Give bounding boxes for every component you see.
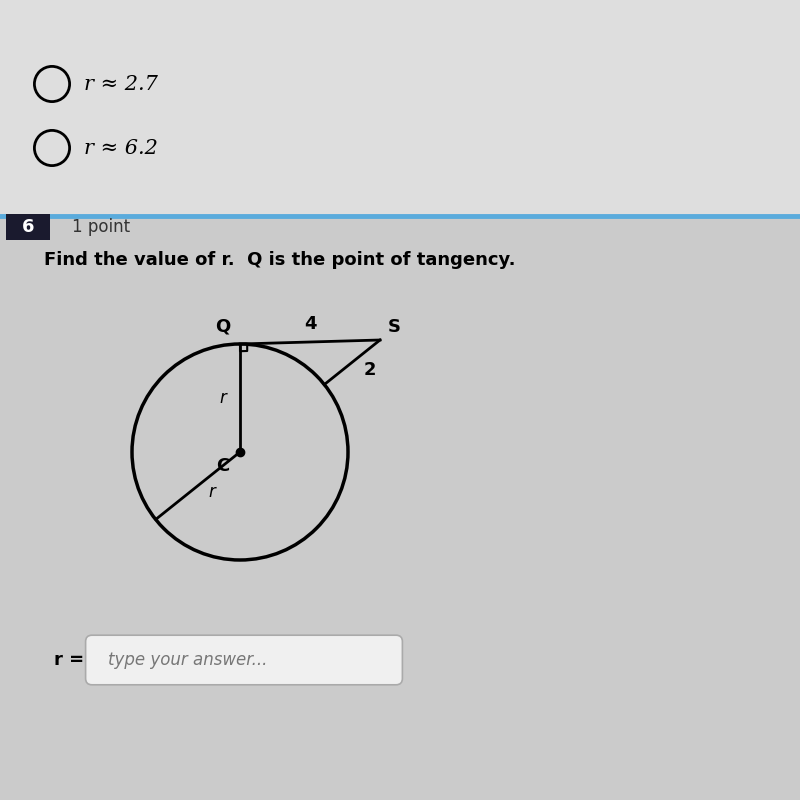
FancyBboxPatch shape [6, 214, 50, 240]
Text: C: C [216, 458, 229, 475]
Text: 4: 4 [304, 315, 316, 334]
Text: r: r [209, 483, 216, 501]
Text: Q: Q [214, 318, 230, 335]
Text: type your answer...: type your answer... [108, 651, 267, 669]
Text: 2: 2 [363, 362, 376, 379]
Text: S: S [388, 318, 401, 336]
Text: 1 point: 1 point [72, 218, 130, 236]
Text: r ≈ 2.7: r ≈ 2.7 [84, 74, 158, 94]
Text: 6: 6 [22, 218, 34, 236]
Text: r =: r = [54, 651, 84, 669]
FancyBboxPatch shape [86, 635, 402, 685]
Text: r ≈ 6.2: r ≈ 6.2 [84, 138, 158, 158]
Text: r: r [219, 389, 226, 407]
Text: Find the value of r.  Q is the point of tangency.: Find the value of r. Q is the point of t… [44, 251, 515, 269]
FancyBboxPatch shape [0, 0, 800, 216]
